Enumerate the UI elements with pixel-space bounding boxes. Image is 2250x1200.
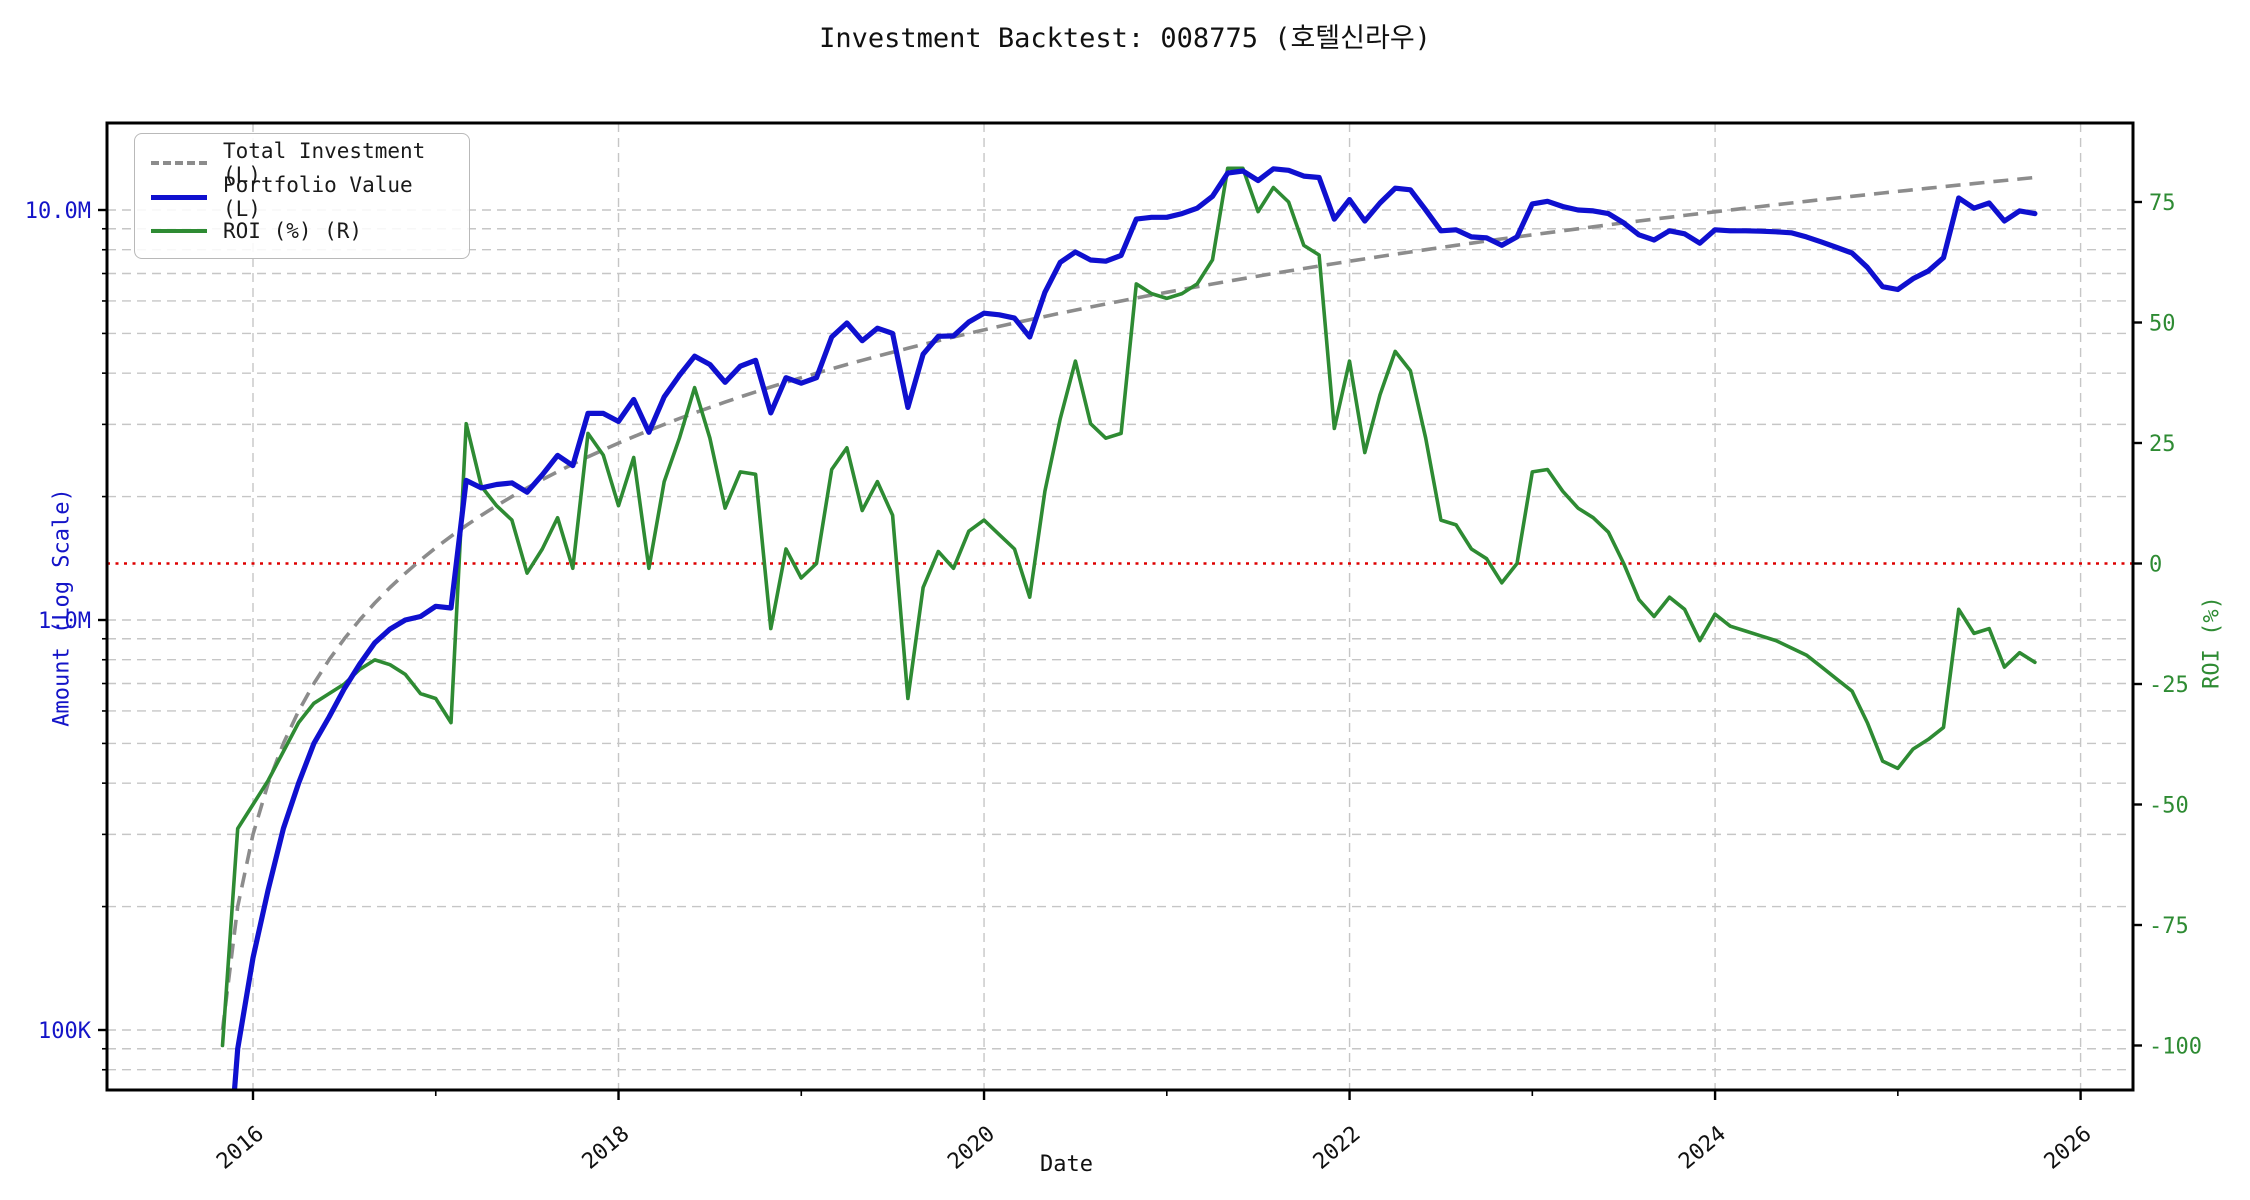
y-right-tick-label: 75: [2149, 191, 2176, 216]
grid: [107, 123, 2133, 1090]
legend-item-portfolio-value: Portfolio Value (L): [151, 173, 453, 221]
y-axis-right-label: ROI (%): [2199, 596, 2225, 689]
solid-blue-line-icon: [151, 194, 207, 200]
y-right-tick-label: 25: [2149, 432, 2176, 457]
x-tick-label: 2020: [943, 1121, 1000, 1174]
x-tick-label: 2018: [578, 1121, 635, 1174]
y-left-tick-label: 1.0M: [38, 609, 91, 634]
plot-frame: [105, 121, 2135, 1092]
legend-label: ROI (%) (R): [223, 219, 363, 243]
y-right-tick-label: -25: [2149, 673, 2189, 698]
y-left-tick-label: 100K: [38, 1019, 92, 1044]
x-tick-label: 2026: [2040, 1121, 2097, 1174]
x-tick-label: 2022: [1309, 1121, 1366, 1174]
y-right-tick-label: 50: [2149, 312, 2176, 337]
legend-item-total-investment: Total Investment (L): [151, 139, 453, 187]
x-axis-label: Date: [1040, 1152, 1093, 1177]
total-investment-line: [220, 175, 2036, 1031]
legend-label: Portfolio Value (L): [223, 173, 413, 221]
legend-label: Total Investment (L): [223, 139, 426, 187]
y-left-tick-label: 10.0M: [25, 199, 91, 224]
portfolio-value-line: [231, 166, 2038, 1090]
y-right-tick-label: -100: [2149, 1035, 2202, 1060]
legend-item-roi: ROI (%) (R): [151, 214, 453, 248]
y-right-tick-label: 0: [2149, 553, 2162, 578]
solid-green-line-icon: [151, 229, 207, 233]
x-tick-label: 2016: [212, 1121, 269, 1174]
dashed-line-icon: [151, 161, 207, 165]
roi-line: [220, 166, 2037, 1048]
y-right-tick-label: -50: [2149, 794, 2189, 819]
chart-title: Investment Backtest: 008775 (호텔신라우): [819, 23, 1431, 54]
y-right-tick-label: -75: [2149, 914, 2189, 939]
legend: Total Investment (L) Portfolio Value (L)…: [134, 133, 470, 259]
y-axis-left-label: Amount (Log Scale): [49, 488, 75, 727]
x-tick-label: 2024: [1674, 1121, 1731, 1174]
